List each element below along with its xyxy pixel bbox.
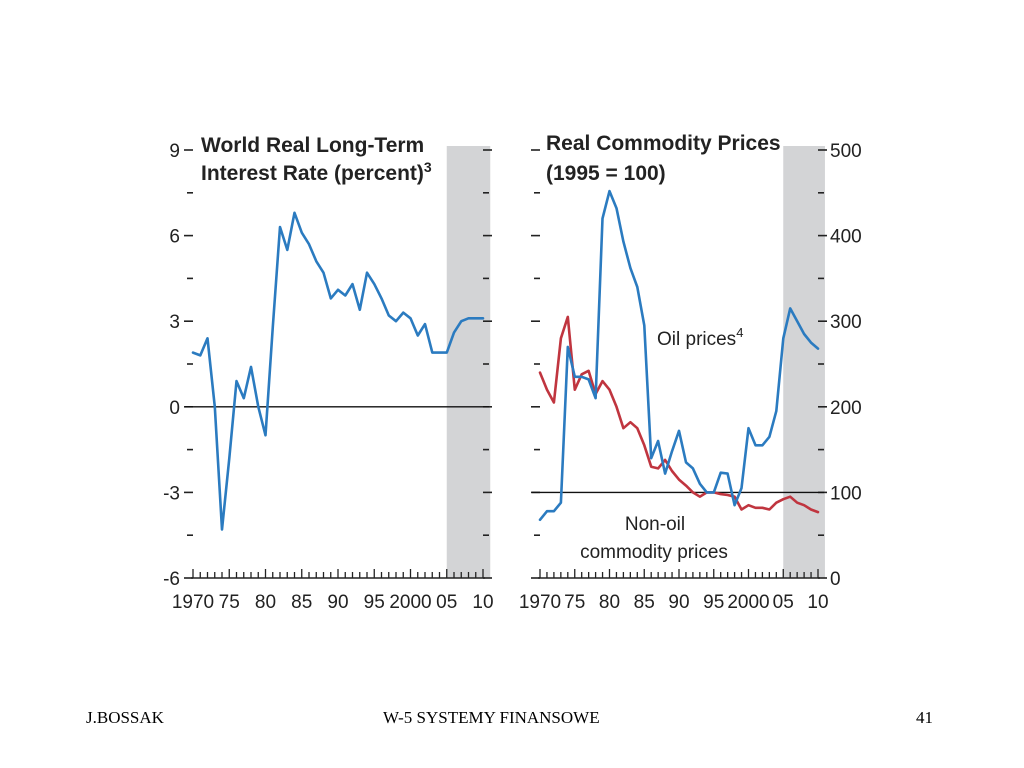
- x-tick-label: 75: [564, 592, 585, 613]
- footer-author: J.BOSSAK: [86, 708, 164, 727]
- y-tick-label: 100: [830, 483, 862, 504]
- y-tick-label: 200: [830, 398, 862, 419]
- y-tick-label: 9: [169, 141, 180, 162]
- x-tick-label: 95: [703, 592, 724, 613]
- footer-page-number: 41: [916, 708, 933, 727]
- y-tick-label: 0: [169, 398, 180, 419]
- x-tick-label: 2000: [727, 592, 769, 613]
- chart-2-title: Real Commodity Prices: [546, 132, 781, 155]
- x-tick-label: 85: [634, 592, 655, 613]
- y-tick-label: -6: [163, 569, 180, 590]
- chart-1: [184, 146, 492, 579]
- x-tick-label: 85: [291, 592, 312, 613]
- x-tick-label: 2000: [389, 592, 431, 613]
- projection-shading: [783, 146, 825, 578]
- x-tick-label: 05: [436, 592, 457, 613]
- x-tick-label: 1970: [519, 592, 561, 613]
- series-line-1: [538, 189, 820, 522]
- projection-shading: [446, 146, 491, 578]
- y-tick-label: 400: [830, 227, 862, 248]
- x-tick-label: 95: [364, 592, 385, 613]
- x-tick-label: 80: [255, 592, 276, 613]
- chart-1-subtitle: Interest Rate (percent)3: [201, 159, 432, 185]
- y-tick-label: 0: [830, 569, 841, 590]
- y-tick-label: 6: [169, 227, 180, 248]
- x-tick-label: 90: [327, 592, 348, 613]
- chart-1-subtitle-superscript: 3: [424, 159, 432, 175]
- x-tick-label: 90: [668, 592, 689, 613]
- series-line-1: [191, 211, 485, 531]
- series-line-2: [538, 315, 820, 514]
- y-tick-label: 3: [169, 312, 180, 333]
- chart-2: [531, 146, 827, 579]
- chart-area: -6 -3 0 3 6 9 1970 75 80 85 90 95 2000 05 10 0 100 200 300…: [163, 132, 862, 613]
- x-tick-label: 75: [219, 592, 240, 613]
- oil-prices-annotation-superscript: 4: [736, 325, 743, 340]
- y-tick-label: -3: [163, 483, 180, 504]
- chart-2-subtitle: (1995 = 100): [546, 162, 666, 185]
- x-tick-label: 10: [472, 592, 493, 613]
- x-tick-label: 10: [807, 592, 828, 613]
- x-tick-label: 1970: [172, 592, 214, 613]
- chart-1-title: World Real Long-Term: [201, 134, 424, 157]
- y-tick-label: 300: [830, 312, 862, 333]
- non-oil-annotation-line1: Non-oil: [625, 514, 685, 535]
- oil-prices-annotation: Oil prices4: [657, 325, 743, 350]
- x-tick-label: 80: [599, 592, 620, 613]
- y-tick-label: 500: [830, 141, 862, 162]
- footer-course-title: W-5 SYSTEMY FINANSOWE: [383, 708, 600, 727]
- non-oil-annotation-line2: commodity prices: [580, 542, 728, 563]
- x-tick-label: 05: [773, 592, 794, 613]
